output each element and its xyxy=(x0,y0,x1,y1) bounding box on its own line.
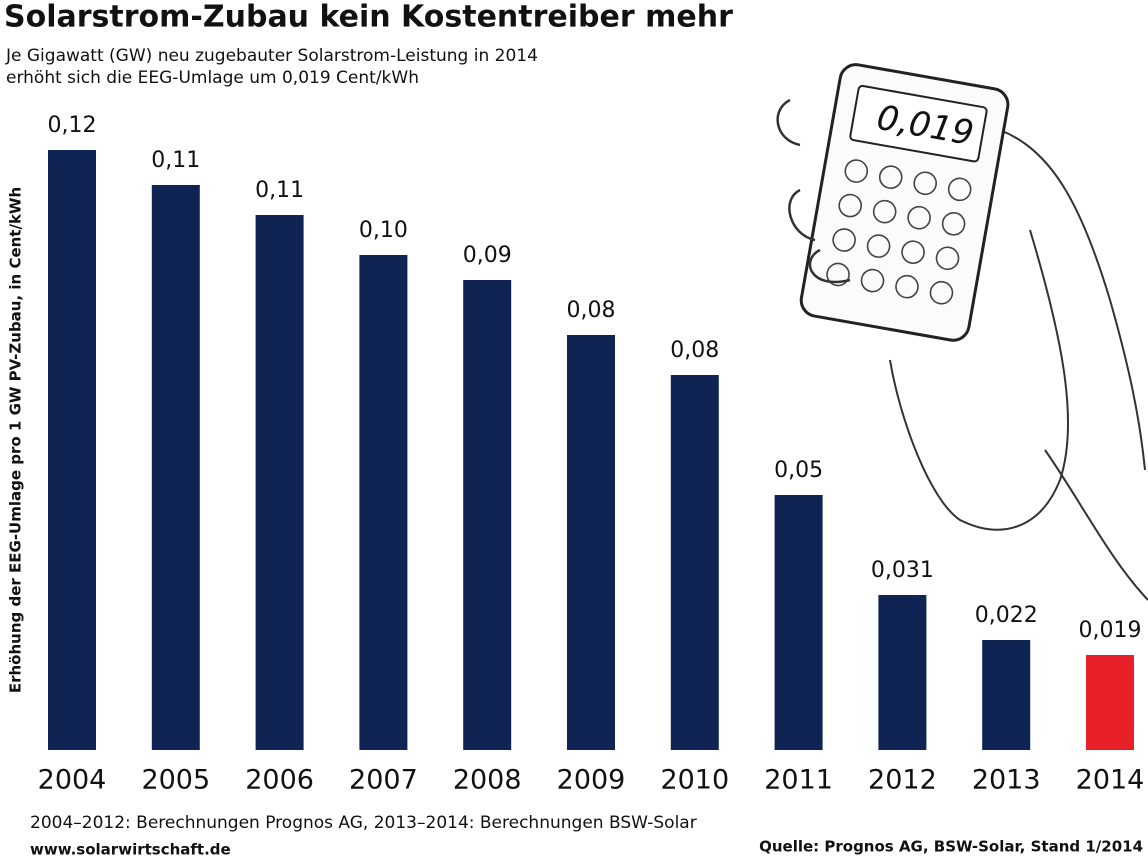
bar xyxy=(774,495,823,750)
x-tick-label: 2010 xyxy=(660,765,729,796)
value-label: 0,12 xyxy=(48,113,97,138)
bar xyxy=(878,595,927,750)
source: Quelle: Prognos AG, BSW-Solar, Stand 1/2… xyxy=(759,838,1143,856)
bar xyxy=(670,375,719,750)
subtitle: Je Gigawatt (GW) neu zugebauter Solarstr… xyxy=(5,46,538,66)
value-label: 0,11 xyxy=(151,148,200,173)
x-tick-label: 2005 xyxy=(141,765,210,796)
x-tick-label: 2009 xyxy=(557,765,626,796)
x-tick-label: 2013 xyxy=(972,765,1041,796)
x-tick-label: 2012 xyxy=(868,765,937,796)
x-tick-label: 2004 xyxy=(38,765,107,796)
bar xyxy=(48,150,96,750)
bar xyxy=(463,280,512,750)
y-axis-label: Erhöhung der EEG-Umlage pro 1 GW PV-Zuba… xyxy=(7,187,25,693)
value-label: 0,031 xyxy=(871,558,934,583)
value-label: 0,05 xyxy=(774,458,823,483)
value-label: 0,022 xyxy=(975,603,1038,628)
subtitle: erhöht sich die EEG-Umlage um 0,019 Cent… xyxy=(6,68,419,88)
value-label: 0,09 xyxy=(463,243,512,268)
chart-title: Solarstrom-Zubau kein Kostentreiber mehr xyxy=(4,0,733,35)
x-tick-label: 2007 xyxy=(349,765,418,796)
value-label: 0,08 xyxy=(567,298,616,323)
bar xyxy=(567,335,615,750)
bar xyxy=(255,215,304,750)
bar xyxy=(359,255,408,750)
value-label: 0,11 xyxy=(255,178,304,203)
x-tick-label: 2014 xyxy=(1076,765,1145,796)
value-label: 0,019 xyxy=(1079,618,1142,643)
value-label: 0,08 xyxy=(670,338,719,363)
x-tick-label: 2008 xyxy=(453,765,522,796)
bar xyxy=(982,640,1031,750)
bar xyxy=(1086,655,1134,750)
value-label: 0,10 xyxy=(359,218,408,243)
website: www.solarwirtschaft.de xyxy=(30,841,231,859)
x-tick-label: 2011 xyxy=(764,765,833,796)
calculator-illustration xyxy=(776,63,1148,601)
x-tick-label: 2006 xyxy=(245,765,314,796)
footnote: 2004–2012: Berechnungen Prognos AG, 2013… xyxy=(30,813,697,833)
bar xyxy=(151,185,200,750)
